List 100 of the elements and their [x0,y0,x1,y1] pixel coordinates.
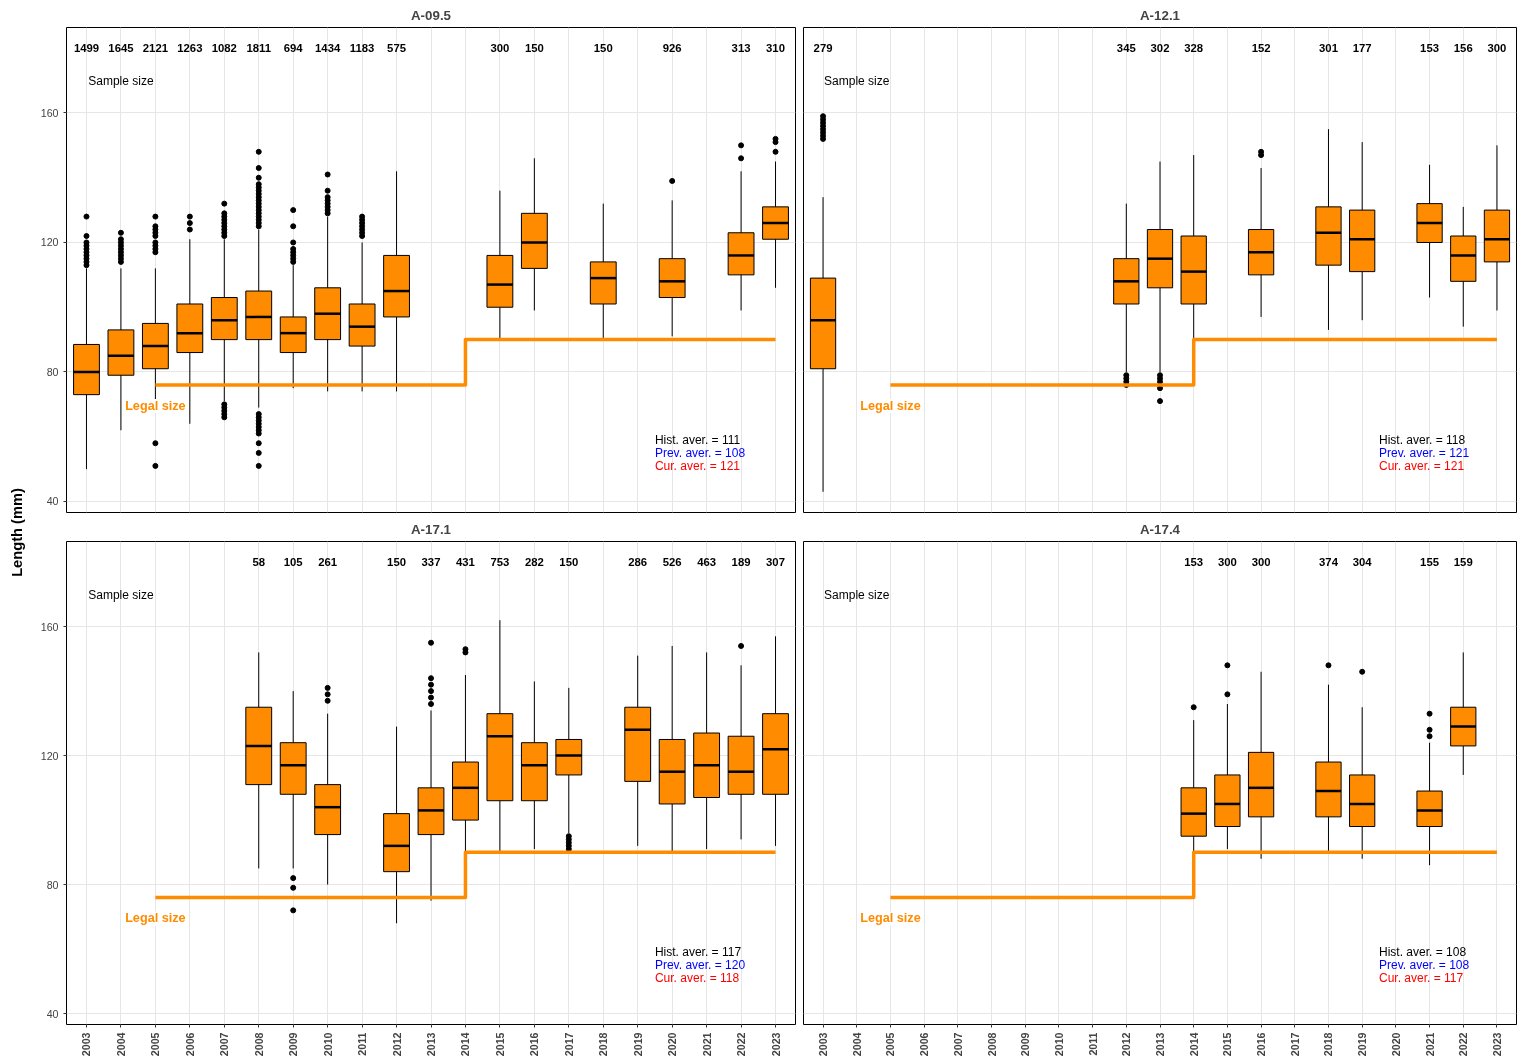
x-tick-label: 2008 [252,1032,265,1057]
annotation: Sample size [824,587,890,602]
annotation: Cur. aver. = 121 [654,458,741,473]
text: 282 [524,555,544,568]
x-tick-label: 2018 [1322,1032,1335,1057]
x-tick-label: 2023 [769,1032,782,1057]
x-tick-label: 2005 [884,1032,897,1057]
chart-title: A-17.1 [411,521,452,537]
text: 105 [283,555,303,568]
text: 304 [1352,555,1372,568]
annotation: Cur. aver. = 118 [654,970,740,985]
annotation: Prev. aver. = 108 [1379,957,1470,972]
text: 153 [1420,41,1440,54]
x-tick-label: 2013 [1154,1032,1166,1057]
text: 926 [662,41,682,54]
series-label: Legal size [125,398,186,413]
chart-title: A-12.1 [1140,7,1181,23]
x-tick-label: 2022 [735,1032,748,1057]
x-tick-label: 2012 [1120,1032,1133,1057]
y-tick-label: 120 [40,236,59,249]
x-tick-label: 2007 [218,1032,231,1057]
x-tick-label: 2004 [114,1032,127,1057]
x-tick-label: 2021 [1423,1032,1436,1057]
text: 150 [524,41,544,54]
x-tick-label: 2008 [985,1032,998,1057]
text: 150 [387,555,406,568]
y-tick-label: 80 [46,365,59,378]
text: 156 [1453,41,1473,54]
text: 279 [813,41,833,54]
text: 152 [1251,41,1271,54]
text: 313 [731,41,751,54]
text: 189 [731,555,751,568]
text: 1645 [108,41,134,54]
x-tick-label: 2022 [1457,1032,1470,1057]
y-tick-label: 40 [46,495,59,508]
text: 2121 [142,41,168,54]
x-tick-label: 2015 [493,1032,506,1057]
y-tick-label: 120 [40,749,59,762]
annotation: Hist. aver. = 111 [654,432,741,447]
x-tick-label: 2005 [149,1032,162,1057]
text: 150 [593,41,613,54]
text: 307 [766,555,785,568]
x-tick-label: 2013 [425,1032,437,1057]
annotation: Prev. aver. = 121 [1379,445,1470,460]
text: 177 [1352,41,1372,54]
x-tick-label: 2010 [321,1032,334,1057]
annotation: Sample size [824,73,890,88]
text: 694 [283,41,303,54]
x-tick-label: 2006 [918,1032,931,1057]
text: 526 [662,555,682,568]
y-tick-label: 80 [46,878,59,891]
annotation: Prev. aver. = 120 [654,957,746,972]
x-tick-label: 2019 [631,1032,644,1057]
text: 300 [1217,555,1237,568]
series-label: Legal size [860,911,921,926]
x-tick-label: 2004 [850,1032,863,1057]
text: 575 [387,41,406,54]
x-tick-label: 2023 [1490,1032,1503,1057]
x-tick-label: 2010 [1052,1032,1065,1057]
x-tick-label: 2003 [817,1032,830,1057]
text: 300 [1487,41,1507,54]
text: 1499 [73,41,100,54]
text: 261 [318,555,338,568]
x-tick-label: 2017 [1288,1032,1301,1057]
series-label: Legal size [860,398,921,413]
text: 328 [1184,41,1204,54]
x-tick-label: 2016 [528,1032,541,1057]
text: 150 [559,555,579,568]
x-tick-label: 2014 [1187,1032,1200,1057]
annotation: Prev. aver. = 108 [654,445,746,460]
text: 159 [1453,555,1473,568]
text: 345 [1116,41,1136,54]
text: 337 [421,555,441,568]
text: 431 [456,555,475,568]
y-tick-label: 40 [46,1007,59,1020]
text: 286 [628,555,648,568]
chart-title: A-17.4 [1140,521,1181,537]
x-tick-label: 2015 [1221,1032,1234,1057]
text: 310 [766,41,785,54]
text: 155 [1420,555,1440,568]
y-tick-label: 160 [40,620,59,633]
series-label: Legal size [125,911,186,926]
text: 463 [697,555,717,568]
chart-title: A-09.5 [411,7,452,23]
x-tick-label: 2009 [1019,1032,1032,1057]
annotation: Hist. aver. = 117 [654,944,742,959]
annotation: Sample size [88,73,154,88]
x-tick-label: 2007 [951,1032,964,1057]
text: 753 [490,555,510,568]
y-tick-label: 160 [40,106,59,119]
annotation: Sample size [88,587,154,602]
x-tick-label: 2011 [356,1032,369,1056]
x-tick-label: 2020 [666,1032,679,1057]
y-axis-title: Length (mm) [9,488,25,577]
x-tick-label: 2014 [459,1032,472,1057]
x-tick-label: 2011 [1086,1032,1099,1056]
annotation: Hist. aver. = 118 [1379,432,1466,447]
text: 302 [1150,41,1170,54]
x-tick-label: 2016 [1255,1032,1268,1057]
x-tick-label: 2012 [390,1032,403,1057]
